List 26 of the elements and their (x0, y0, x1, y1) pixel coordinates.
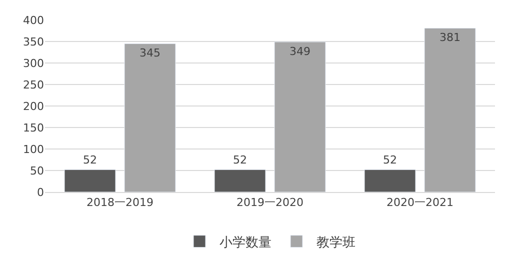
legend-label: 教学班 (316, 235, 356, 250)
bar (214, 169, 266, 192)
bar (364, 169, 416, 192)
x-tick-label: 2019一2020 (236, 196, 304, 210)
y-tick-label: 350 (23, 35, 44, 48)
data-label: 52 (233, 154, 247, 167)
y-tick-label: 300 (23, 56, 44, 70)
data-label: 345 (140, 46, 160, 60)
legend-label: 小学数量 (220, 235, 272, 250)
y-tick-label: 150 (23, 121, 44, 134)
y-tick-label: 200 (23, 100, 44, 113)
bar (274, 42, 326, 192)
x-tick-label: 2018一2019 (86, 196, 154, 210)
y-tick-label: 100 (23, 142, 44, 156)
data-label: 52 (83, 154, 97, 167)
data-label: 381 (440, 31, 460, 44)
bar (424, 28, 476, 192)
y-tick-label: 50 (30, 164, 44, 178)
bar (64, 169, 116, 192)
y-tick-label: 250 (23, 78, 44, 92)
y-tick-label: 0 (37, 186, 44, 199)
bar (124, 43, 176, 192)
data-label: 349 (290, 44, 310, 58)
data-label: 52 (383, 154, 397, 167)
x-tick-label: 2020一2021 (386, 196, 454, 210)
y-tick-label: 400 (23, 14, 44, 27)
